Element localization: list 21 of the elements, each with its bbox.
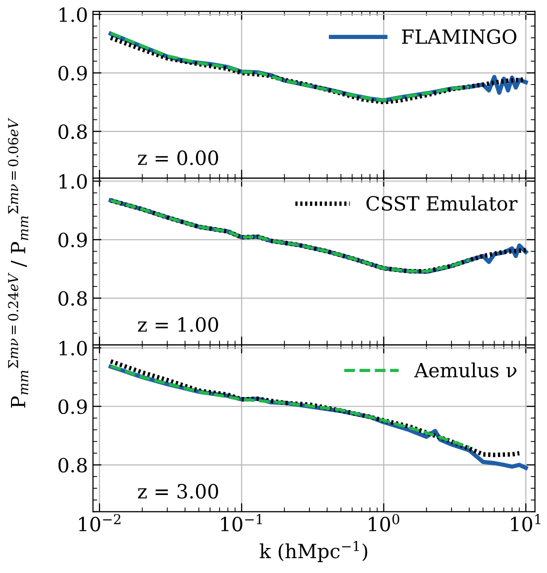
x-tick-label: 10$^{1}$ [511, 514, 540, 532]
y-tick-label: 0.8 [58, 458, 87, 473]
legend-label: FLAMINGO [402, 29, 516, 44]
y-tick-label: 0.9 [58, 399, 87, 414]
y-tick-label: 1.0 [60, 174, 87, 189]
y-tick-label: 0.9 [58, 232, 87, 248]
y-tick-label: 0.9 [58, 66, 87, 81]
y-tick-label: 1.0 [60, 340, 87, 356]
annotation: z = 1.00 [138, 317, 218, 332]
x-tick-label: 10$^{−2}$ [79, 514, 120, 532]
legend-label: CSST Emulator [366, 196, 518, 211]
annotation: z = 3.00 [138, 484, 218, 499]
y-tick-label: 1.0 [60, 7, 87, 22]
x-tick-label: 10$^{0}$ [368, 514, 400, 532]
annotation: z = 0.00 [138, 150, 218, 166]
x-tick-label: 10$^{−1}$ [221, 514, 262, 532]
y-axis-title: P$_{mm}$$^{Σmν=0.24eV}$ / P$_{mm}$$^{Σmν=0.06eV}$ [8, 118, 28, 408]
y-tick-label: 0.8 [58, 124, 87, 140]
legend-label: Aemulus ν [414, 362, 516, 378]
x-axis-title: k (hMpc$^{−1}$) [260, 540, 368, 562]
y-tick-label: 0.8 [58, 291, 87, 306]
